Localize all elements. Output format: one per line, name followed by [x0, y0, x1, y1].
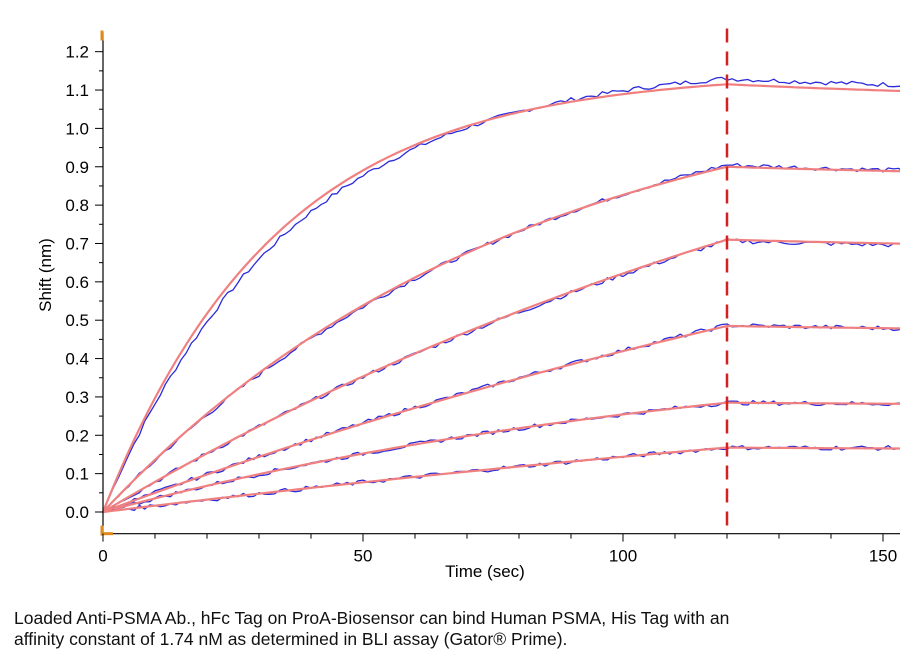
- x-tick-label: 100: [609, 547, 637, 566]
- fit-curve-2: [102, 165, 900, 513]
- caption-line-1: Loaded Anti-PSMA Ab., hFc Tag on ProA-Bi…: [14, 608, 730, 628]
- y-axis-title: Shift (nm): [36, 238, 55, 312]
- measured-curve-5: [102, 399, 900, 513]
- measured-curve-4: [102, 323, 900, 513]
- measured-curve-6: [102, 445, 900, 513]
- y-tick-label: 0.9: [65, 158, 89, 177]
- x-axis-title: Time (sec): [445, 562, 525, 581]
- y-tick-label: 0.5: [65, 311, 89, 330]
- measured-curve-1: [102, 76, 900, 513]
- measured-curve-2: [102, 162, 900, 513]
- y-tick-label: 0.4: [65, 350, 89, 369]
- y-tick-label: 0.1: [65, 465, 89, 484]
- y-tick-label: 1.1: [65, 81, 89, 100]
- y-tick-label: 0.3: [65, 388, 89, 407]
- caption-line-2: affinity constant of 1.74 nM as determin…: [14, 629, 568, 649]
- fit-curve-3: [102, 238, 900, 513]
- fit-curve-5: [102, 401, 900, 514]
- y-tick-label: 0.2: [65, 426, 89, 445]
- fit-curve-4: [102, 324, 900, 514]
- y-tick-label: 1.0: [65, 119, 89, 138]
- figure-caption: Loaded Anti-PSMA Ab., hFc Tag on ProA-Bi…: [14, 608, 884, 650]
- x-tick-label: 50: [354, 547, 373, 566]
- series-layer: [101, 76, 900, 514]
- y-tick-label: 0.7: [65, 234, 89, 253]
- y-tick-label: 0.8: [65, 196, 89, 215]
- x-tick-label: 0: [98, 547, 107, 566]
- y-tick-label: 0.6: [65, 273, 89, 292]
- binding-kinetics-chart: 0.0 0.1 0.2 0.3 0.4 0.5 0.6 0.7 0.8 0.9 1.0 1.1 1.2 0…: [36, 28, 900, 581]
- axes-layer: 0.0 0.1 0.2 0.3 0.4 0.5 0.6 0.7 0.8 0.9 1.0 1.1 1.2 0…: [65, 30, 900, 566]
- y-tick-label: 1.2: [65, 43, 89, 62]
- fit-curve-1: [101, 83, 900, 513]
- x-tick-label: 150: [869, 547, 897, 566]
- y-tick-label: 0.0: [65, 503, 89, 522]
- fit-curve-6: [102, 446, 900, 514]
